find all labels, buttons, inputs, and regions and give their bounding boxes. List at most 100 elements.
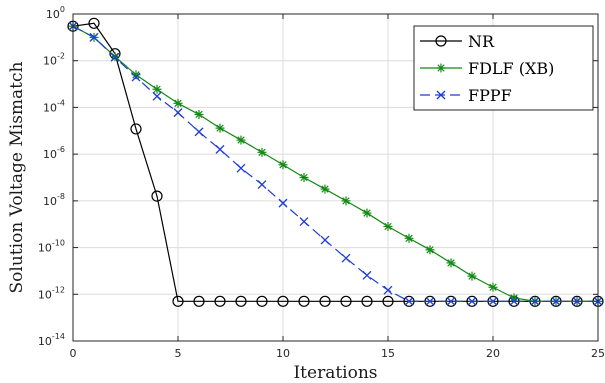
nr-data-point bbox=[277, 295, 289, 307]
fdlf-data-point bbox=[467, 271, 477, 281]
fdlf-data-point bbox=[383, 221, 393, 231]
nr-data-point bbox=[193, 295, 205, 307]
nr-series-line bbox=[72, 22, 598, 302]
y-tick-exponent: -12 bbox=[52, 285, 65, 294]
legend-label-fppf: FPPF bbox=[468, 86, 512, 105]
y-tick-base: 10 bbox=[38, 335, 52, 348]
y-tick-base: 10 bbox=[43, 101, 57, 114]
nr-data-point bbox=[151, 190, 163, 202]
x-tick-label: 10 bbox=[276, 347, 290, 360]
fdlf-data-point bbox=[173, 98, 183, 108]
y-tick-exponent: -14 bbox=[52, 332, 65, 341]
y-tick-base: 10 bbox=[43, 55, 57, 68]
fdlf-data-point bbox=[215, 123, 225, 133]
nr-data-point bbox=[88, 17, 100, 29]
fppf-data-point bbox=[320, 235, 330, 245]
y-tick-label: 10-4 bbox=[43, 98, 65, 114]
fdlf-data-point bbox=[341, 196, 351, 206]
fppf-data-point bbox=[572, 296, 582, 306]
fppf-data-point bbox=[341, 253, 351, 263]
fppf-data-point bbox=[530, 296, 540, 306]
x-tick-label: 20 bbox=[486, 347, 500, 360]
y-tick-label: 10-10 bbox=[38, 239, 65, 255]
nr-data-point bbox=[172, 295, 184, 307]
fppf-data-point bbox=[257, 180, 267, 189]
legend-label-fdlf: FDLF (XB) bbox=[468, 59, 554, 78]
x-tick-label: 0 bbox=[70, 347, 77, 360]
fppf-data-point bbox=[488, 296, 498, 306]
nr-data-point bbox=[130, 123, 142, 135]
y-tick-exponent: -6 bbox=[57, 145, 65, 154]
fdlf-data-point bbox=[362, 208, 372, 218]
legend-marker-fdlf bbox=[436, 63, 446, 73]
fdlf-data-point bbox=[278, 160, 288, 170]
y-tick-exponent: -10 bbox=[52, 239, 65, 248]
fppf-data-point bbox=[236, 163, 246, 173]
fppf-data-point bbox=[173, 108, 183, 118]
fppf-data-point bbox=[436, 90, 446, 100]
fppf-data-point bbox=[215, 144, 225, 154]
fppf-data-point bbox=[131, 72, 141, 82]
nr-data-point bbox=[340, 295, 352, 307]
fppf-data-point bbox=[404, 296, 414, 306]
nr-data-point bbox=[256, 295, 268, 307]
y-tick-exponent: -2 bbox=[57, 52, 65, 61]
fppf-markers bbox=[68, 21, 603, 306]
fppf-data-point bbox=[383, 285, 393, 295]
fdlf-data-point bbox=[446, 258, 456, 268]
fppf-data-point bbox=[446, 296, 456, 306]
x-axis-label: Iterations bbox=[293, 363, 377, 383]
series-layer bbox=[67, 17, 604, 307]
x-tick-label: 15 bbox=[381, 347, 395, 360]
fdlf-data-point bbox=[236, 135, 246, 145]
fppf-data-point bbox=[467, 296, 477, 306]
fppf-data-point bbox=[362, 270, 372, 280]
plot-frame bbox=[72, 13, 599, 342]
fdlf-data-point bbox=[425, 245, 435, 255]
y-tick-base: 10 bbox=[38, 288, 52, 301]
y-axis-label: Solution Voltage Mismatch bbox=[7, 61, 27, 293]
y-tick-exponent: 0 bbox=[60, 5, 65, 14]
nr-data-point bbox=[319, 295, 331, 307]
y-tick-label: 10-6 bbox=[43, 145, 65, 161]
fdlf-data-point bbox=[488, 282, 498, 292]
nr-data-point bbox=[235, 295, 247, 307]
fdlf-series-line bbox=[72, 25, 598, 302]
fdlf-data-point bbox=[299, 173, 309, 182]
y-tick-base: 10 bbox=[43, 148, 57, 161]
fppf-data-point bbox=[194, 127, 204, 137]
nr-data-point bbox=[298, 295, 310, 307]
fppf-data-point bbox=[89, 32, 99, 42]
y-tick-base: 10 bbox=[38, 242, 52, 255]
fdlf-data-point bbox=[152, 84, 162, 94]
nr-data-point bbox=[435, 35, 447, 47]
fdlf-data-point bbox=[257, 147, 267, 157]
x-tick-label: 25 bbox=[591, 347, 605, 360]
x-tick-label: 5 bbox=[175, 347, 182, 360]
y-tick-label: 10-8 bbox=[43, 192, 65, 208]
fppf-data-point bbox=[278, 198, 288, 208]
y-tick-base: 10 bbox=[46, 8, 60, 21]
fppf-data-point bbox=[299, 217, 309, 227]
nr-data-point bbox=[382, 295, 394, 307]
y-tick-label: 100 bbox=[46, 5, 65, 21]
fdlf-data-point bbox=[194, 109, 204, 119]
fppf-data-point bbox=[509, 296, 519, 306]
fppf-data-point bbox=[110, 52, 120, 62]
legend-marker-nr bbox=[435, 35, 447, 47]
fdlf-data-point bbox=[320, 184, 330, 194]
fppf-data-point bbox=[152, 91, 162, 101]
fppf-data-point bbox=[425, 296, 435, 306]
y-tick-label: 10-2 bbox=[43, 52, 65, 68]
y-tick-label: 10-14 bbox=[38, 332, 65, 348]
fdlf-data-point bbox=[436, 63, 446, 73]
y-tick-exponent: -8 bbox=[57, 192, 65, 201]
y-tick-base: 10 bbox=[43, 195, 57, 208]
nr-data-point bbox=[361, 295, 373, 307]
axis-ticks: 0 5 10 15 20 2510010-210-410-610-810-1010-121… bbox=[38, 5, 605, 360]
y-tick-label: 10-12 bbox=[38, 285, 65, 301]
nr-data-point bbox=[214, 295, 226, 307]
y-tick-exponent: -4 bbox=[57, 98, 65, 107]
legend-marker-fppf bbox=[436, 90, 446, 100]
